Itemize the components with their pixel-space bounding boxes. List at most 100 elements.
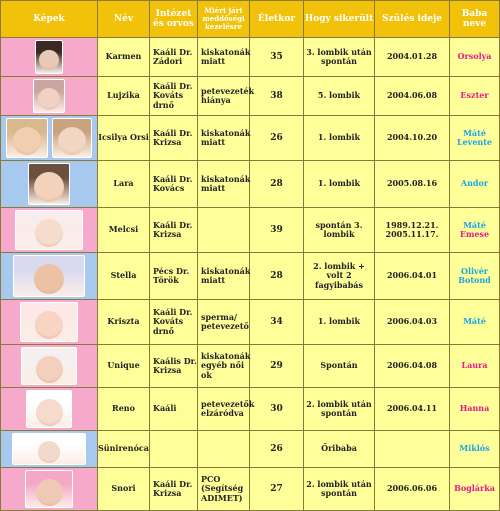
age: 29 <box>249 344 304 388</box>
birth-date: 2006.04.01 <box>374 252 450 300</box>
success-method: 2. lombik után spontán <box>303 387 375 431</box>
clinic-doctor: Kaáli Dr. Kováts drnő <box>149 299 198 345</box>
baby-name-boy: Máté <box>463 219 486 230</box>
success-method: Spontán <box>303 344 375 388</box>
treatment-reason: petevezeték hiánya <box>197 76 254 116</box>
clinic-doctor: Kaáli Dr. Kováts drnő <box>149 76 198 116</box>
baby-name: Hanna <box>449 387 500 431</box>
mother-name: Stella <box>97 252 150 300</box>
mother-name: Lujzika <box>97 76 150 116</box>
mother-name: Sünirenóca <box>97 430 150 468</box>
baby-name: Máté <box>449 299 500 345</box>
success-method: Őribaba <box>303 430 375 468</box>
header-row: Képek Név Intézet és orvos Miért járt me… <box>0 0 500 38</box>
baby-name: Eszter <box>449 76 500 116</box>
baby-name: Laura <box>449 344 500 388</box>
baby-photo <box>26 390 72 428</box>
age: 26 <box>249 430 304 468</box>
age: 34 <box>249 299 304 345</box>
baby-photo <box>25 470 73 508</box>
baby-name: Máté Emese <box>449 207 500 253</box>
baby-photo <box>52 118 92 158</box>
baby-name: Olivér Botond <box>449 252 500 300</box>
birth-date: 2004.01.28 <box>374 37 450 77</box>
header-nev: Név <box>97 0 150 38</box>
baby-photo-cell <box>0 467 98 511</box>
header-kepek: Képek <box>0 0 98 38</box>
treatment-reason: petevezetők elzáródva <box>197 387 254 431</box>
table-row: Sünirenóca 26 Őribaba Miklós <box>0 430 500 468</box>
clinic-doctor: Kaáli Dr. Krizsa <box>149 207 198 253</box>
age: 26 <box>249 115 304 161</box>
table-row: Reno Kaáli petevezetők elzáródva 30 2. lombi… <box>0 387 500 431</box>
treatment-reason: kiskatonák miatt <box>197 160 250 208</box>
baby-name: Andor <box>449 160 500 208</box>
mother-name: Unique <box>97 344 150 388</box>
clinic-doctor: Pécs Dr. Török <box>149 252 198 300</box>
success-method: 3. lombik után spontán <box>303 37 375 77</box>
age: 39 <box>249 207 304 253</box>
mother-name: Kriszta <box>97 299 150 345</box>
baby-name-girl: Emese <box>459 229 490 239</box>
birth-date: 2004.10.20 <box>374 115 450 161</box>
treatment-reason: kiskatonák miatt <box>197 252 250 300</box>
baby-photo-cell <box>0 160 98 208</box>
treatment-reason: kiskatonák miatt <box>197 37 250 77</box>
clinic-doctor: Kaális Dr. Krizsa <box>149 344 198 388</box>
table-row: Icsilya Orsi Kaáli Dr. Krizsa kiskatonák m… <box>0 115 500 161</box>
birth-date: 2005.08.16 <box>374 160 450 208</box>
clinic-doctor: Kaáli <box>149 387 198 431</box>
baby-name: Orsolya <box>449 37 500 77</box>
age: 38 <box>249 76 304 116</box>
age: 28 <box>249 160 304 208</box>
baby-photo <box>33 79 65 113</box>
clinic-doctor: Kaáli Dr. Krizsa <box>149 115 198 161</box>
birth-date: 2006.04.03 <box>374 299 450 345</box>
baby-photo <box>35 40 63 74</box>
treatment-reason: sperma/ petevezető <box>197 299 250 345</box>
birth-date <box>374 430 450 468</box>
table-row: Snori Kaáli Dr. Krizsa PCO (Segítség ADIME… <box>0 467 500 511</box>
baby-photo <box>12 433 86 465</box>
table-row: Karmen Kaáli Dr. Zádori kiskatonák miatt 35… <box>0 37 500 77</box>
treatment-reason: kiskatonák miatt <box>197 115 250 161</box>
table-row: Unique Kaális Dr. Krizsa kiskatonák egyéb … <box>0 344 500 388</box>
baby-photo-cell <box>0 344 98 388</box>
treatment-reason <box>197 207 250 253</box>
header-hogy: Hogy sikerült <box>303 0 375 38</box>
age: 30 <box>249 387 304 431</box>
treatment-reason: kiskatonák egyéb női ok <box>197 344 250 388</box>
success-method: 2. lombik + volt 2 fagyibabás <box>303 252 375 300</box>
header-baba: Baba neve <box>449 0 500 38</box>
header-eletkor: Életkor <box>249 0 304 38</box>
mother-name: Icsilya Orsi <box>97 115 150 161</box>
mother-name: Melcsi <box>97 207 150 253</box>
header-szules: Szülés ideje <box>374 0 450 38</box>
baby-photo <box>28 163 70 205</box>
table-row: Kriszta Kaáli Dr. Kováts drnő sperma/ pete… <box>0 299 500 345</box>
birth-date: 2006.04.08 <box>374 344 450 388</box>
table-row: Melcsi Kaáli Dr. Krizsa 39 spontán 3. lombi… <box>0 207 500 253</box>
age: 28 <box>249 252 304 300</box>
table-row: Lara Kaáli Dr. Kovács kiskatonák miatt 28 1.… <box>0 160 500 208</box>
success-method: 1. lombik <box>303 299 375 345</box>
success-method: 2. lombik után spontán <box>303 467 375 511</box>
baby-photo <box>13 255 85 297</box>
baby-photo-cell <box>0 299 98 345</box>
success-method: spontán 3. lombik <box>303 207 375 253</box>
success-method: 5. lombik <box>303 76 375 116</box>
baby-name: Máté Levente <box>449 115 500 161</box>
mother-name: Snori <box>97 467 150 511</box>
success-method: 1. lombik <box>303 160 375 208</box>
baby-photo <box>20 302 78 342</box>
treatment-reason <box>197 430 250 468</box>
clinic-doctor: Kaáli Dr. Zádori <box>149 37 198 77</box>
treatment-reason: PCO (Segítség ADIMET) <box>197 467 250 511</box>
mother-name: Lara <box>97 160 150 208</box>
clinic-doctor: Kaáli Dr. Krizsa <box>149 467 198 511</box>
baby-photo-cell <box>0 430 98 468</box>
baby-photo-cell <box>0 387 98 431</box>
mother-name: Reno <box>97 387 150 431</box>
mother-name: Karmen <box>97 37 150 77</box>
